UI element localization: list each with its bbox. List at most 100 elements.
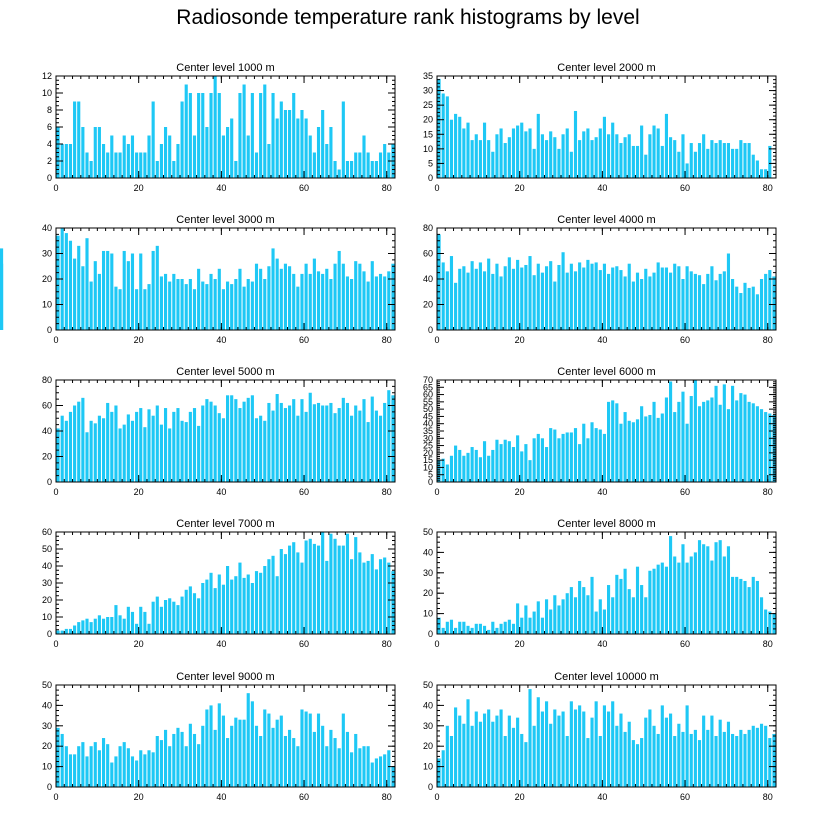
panel-4-bar <box>735 286 739 330</box>
panel-6-bar <box>640 406 644 482</box>
panel-2-bar <box>764 169 768 178</box>
panel-4-bar <box>594 262 598 330</box>
panel-4-bar <box>772 276 776 330</box>
panel-7-bar <box>378 559 383 634</box>
panel-10-x-tick-label: 40 <box>597 792 607 802</box>
panel-8-bar <box>470 627 474 634</box>
panel-7-bar <box>56 630 60 634</box>
panel-3-bar <box>308 273 312 330</box>
panel-10-x-tick-label: 20 <box>515 792 525 802</box>
panel-8-y-tick-label: 50 <box>423 527 433 537</box>
panel-9-bar <box>292 738 296 787</box>
panel-10-bar <box>598 736 602 787</box>
panel-2-bar <box>677 151 681 178</box>
panel-4-bar <box>681 279 685 330</box>
panel-5-bar <box>143 427 147 482</box>
panel-8-bar <box>507 619 511 634</box>
panel-10-bar <box>462 723 466 787</box>
panel-8-bar <box>449 619 454 634</box>
panel-10-bar <box>503 736 507 787</box>
panel-8-bar <box>664 566 669 634</box>
panel-6-bar <box>751 403 755 482</box>
panel-6-bar <box>520 451 524 482</box>
panel-10-bar <box>644 717 648 787</box>
panel-3-bar <box>0 263 4 330</box>
panel-4-bar <box>449 256 454 330</box>
panel-10-bar <box>664 717 669 787</box>
panel-4-bar <box>631 281 635 330</box>
panel-1-bar <box>263 84 267 178</box>
panel-5-bar <box>300 399 304 483</box>
panel-8-bar <box>739 578 743 634</box>
panel-6-y-tick-label: 45 <box>423 411 433 421</box>
panel-6-y-tick-label: 15 <box>423 455 433 465</box>
panel-7-bar <box>329 533 333 634</box>
panel-10-y-tick-label: 20 <box>423 741 433 751</box>
panel-4-bar <box>607 273 611 330</box>
panel-2-y-tick-label: 15 <box>423 129 433 139</box>
panel-8-bar <box>726 546 731 634</box>
panel-6-bar <box>511 447 516 482</box>
panel-8-x-tick-label: 80 <box>763 639 773 649</box>
panel-10-bar <box>747 729 751 787</box>
panel-10-bar <box>549 723 553 787</box>
panel-6-y-tick-label: 5 <box>428 470 433 480</box>
panel-9-bar <box>184 746 188 787</box>
panel-5-bar <box>337 408 341 482</box>
panel-8-bar <box>594 611 598 634</box>
panel-6-x-tick-label: 40 <box>597 487 607 497</box>
panel-9-y-tick-label: 30 <box>42 721 52 731</box>
panel-7-bar <box>300 562 304 634</box>
panel-7-y-tick-label: 0 <box>47 629 52 639</box>
panel-7-bar <box>288 545 292 634</box>
panel-8-bar <box>764 609 768 634</box>
panel-6-bar <box>516 435 520 482</box>
panel-3-bar <box>333 263 337 330</box>
panel-7-y-tick-label: 50 <box>42 544 52 554</box>
panel-8-y-tick-label: 20 <box>423 588 433 598</box>
panel-8-bar <box>615 574 619 634</box>
panel-3-x-tick-label: 0 <box>53 335 58 345</box>
panel-4-bar <box>458 268 462 330</box>
panel-8-y-tick-label: 0 <box>428 629 433 639</box>
panel-1-bar <box>176 144 180 178</box>
panel-1-bar <box>254 152 259 178</box>
panel-6-bar <box>755 406 759 482</box>
panel-6-bar <box>681 391 685 482</box>
panel-2-bar <box>549 131 553 178</box>
panel-8-bar <box>482 625 487 634</box>
panel-1-x-tick-label: 80 <box>382 183 392 193</box>
panel-2-bar <box>569 151 573 178</box>
panel-8-bar <box>768 611 772 634</box>
panel-5-bar <box>213 405 217 482</box>
panel-9-x-tick-label: 20 <box>134 792 144 802</box>
panel-2-bar <box>532 148 536 178</box>
panel-4-y-tick-label: 0 <box>428 325 433 335</box>
panel-7-bar <box>197 598 201 634</box>
panel-7-bar <box>304 540 308 634</box>
panel-3-x-tick-label: 40 <box>216 335 226 345</box>
panel-6-y-tick-label: 35 <box>423 426 433 436</box>
panel-3-bar <box>64 233 68 330</box>
panel-8-bar <box>747 587 751 634</box>
panel-4-bar <box>722 271 726 330</box>
panel-7-bar <box>110 617 114 634</box>
panel-3-x-tick-label: 20 <box>134 335 144 345</box>
panel-4-bar <box>511 268 516 330</box>
panel-9-bar <box>238 719 242 787</box>
panel-6-bar <box>768 413 772 482</box>
panel-7-bar <box>68 628 73 634</box>
panel-9-bar <box>130 756 135 787</box>
panel-3-bar <box>126 261 130 330</box>
panel-4-bar <box>445 271 449 330</box>
panel-9-bar <box>234 717 238 787</box>
panel-2-bar <box>747 143 751 178</box>
panel-2-bar <box>445 96 449 178</box>
panel-1-y-tick-label: 2 <box>47 156 52 166</box>
panel-1-bar <box>308 135 312 178</box>
panel-2-bar <box>718 140 722 178</box>
panel-9-bar <box>213 729 217 787</box>
panel-5-bar <box>345 402 350 482</box>
panel-4-bar <box>677 266 681 330</box>
panel-4-bar <box>478 262 482 330</box>
